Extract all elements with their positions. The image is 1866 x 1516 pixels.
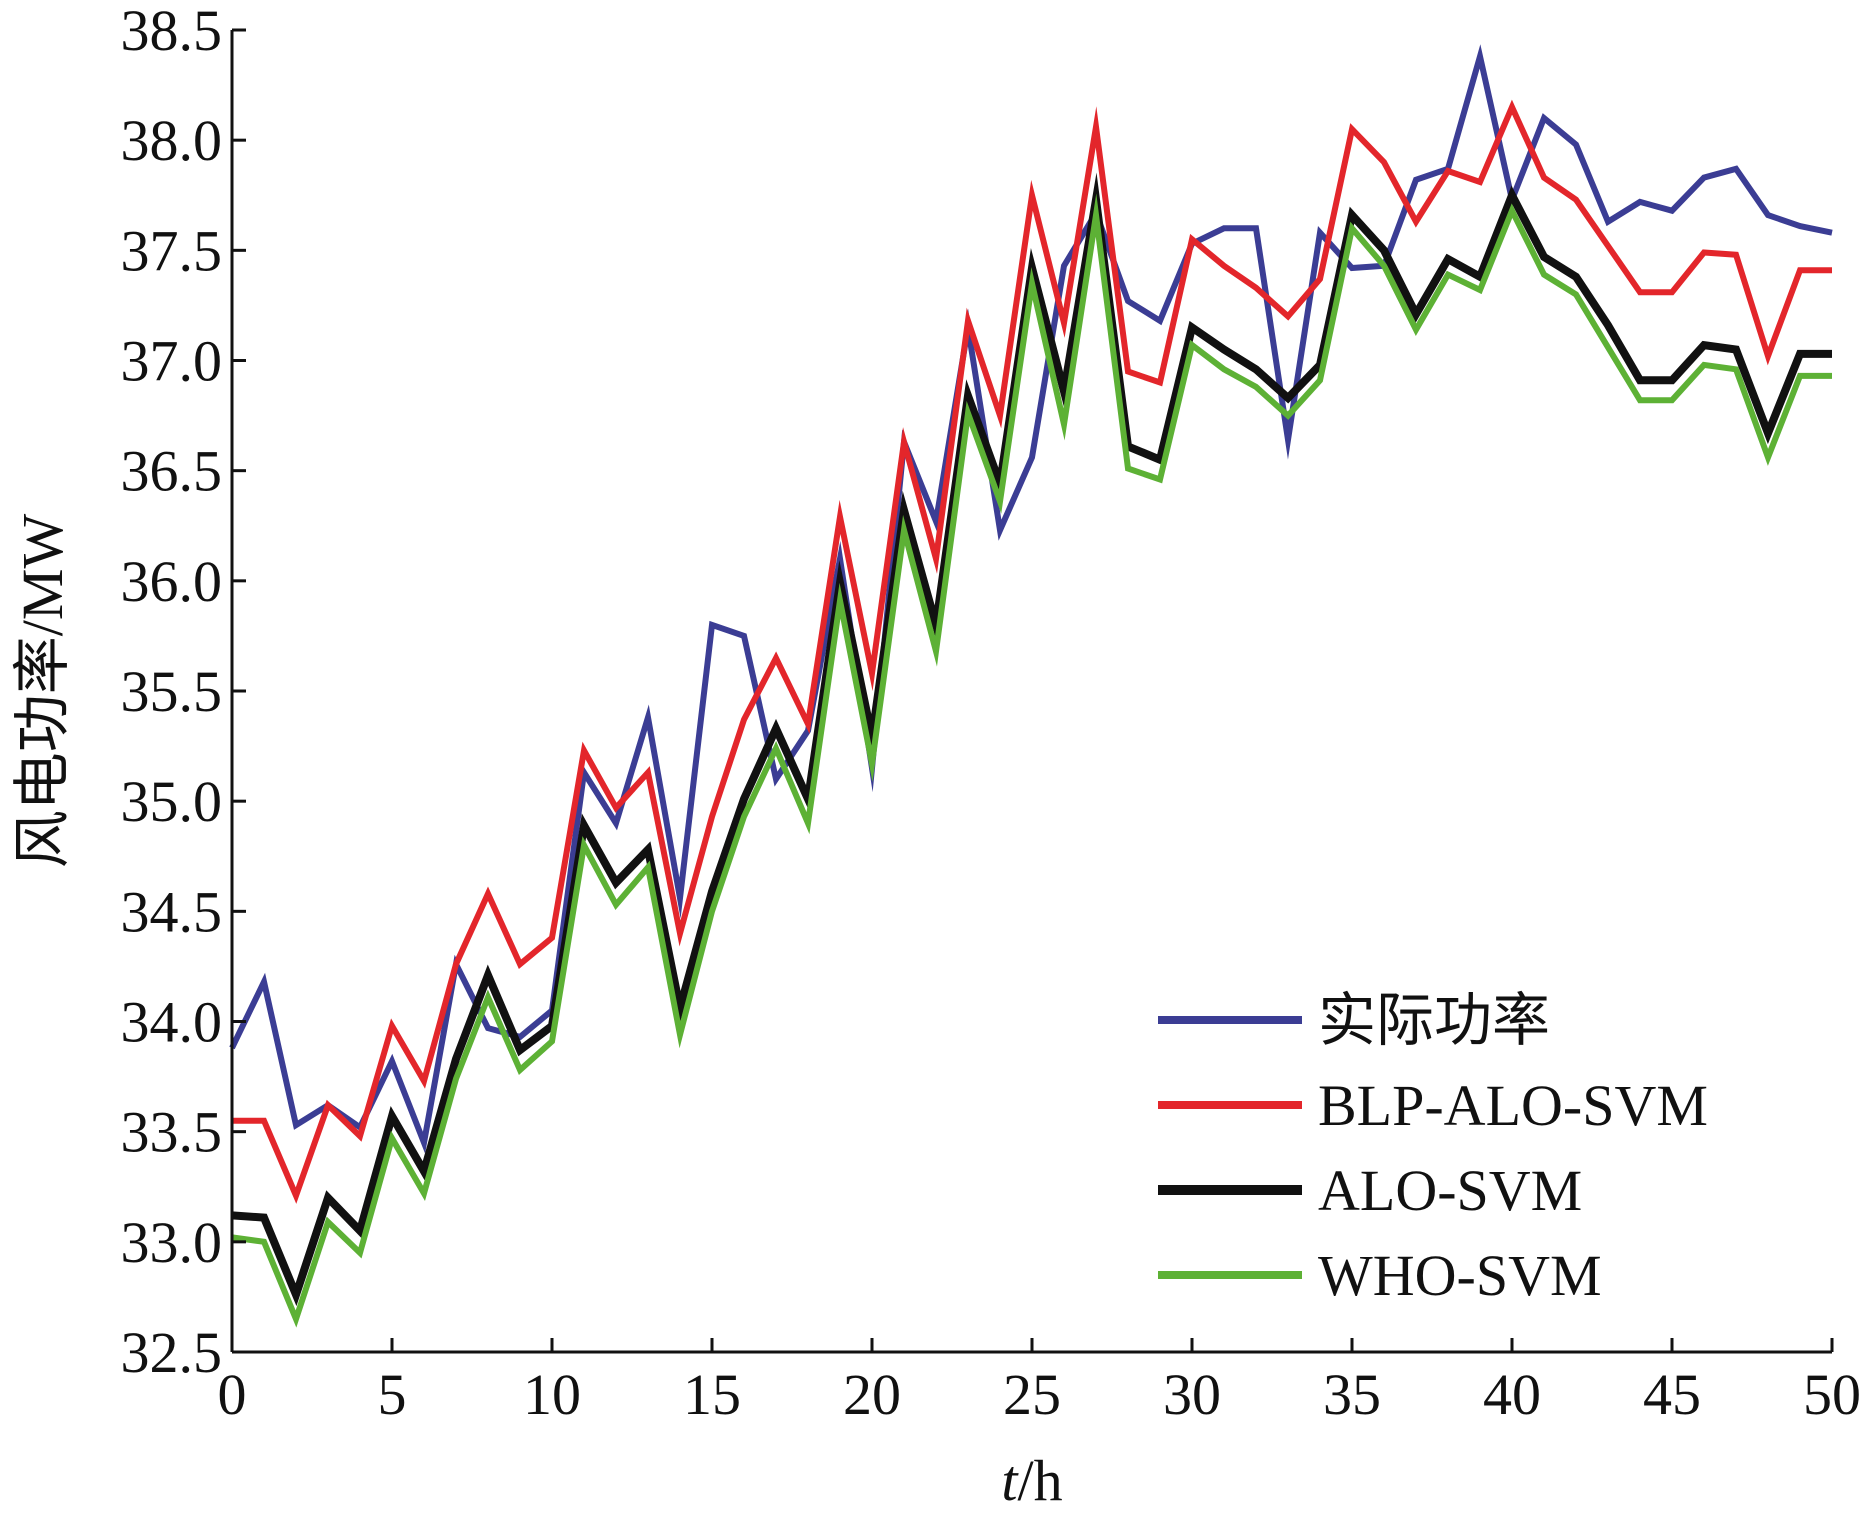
y-tick-label: 32.5: [121, 1320, 223, 1385]
x-tick-label: 10: [523, 1362, 581, 1427]
y-tick-label: 35.5: [121, 659, 223, 724]
series-line-2: [232, 99, 1832, 1204]
series-line-4: [231, 193, 1832, 1328]
series-line-3: [231, 172, 1832, 1307]
series-line-1: [229, 44, 1833, 1154]
x-tick-label: 0: [218, 1362, 247, 1427]
y-tick-label: 37.0: [121, 329, 223, 394]
y-tick-label: 34.5: [121, 879, 223, 944]
legend-label: 实际功率: [1318, 988, 1550, 1053]
x-tick-label: 35: [1323, 1362, 1381, 1427]
axes-layer: [230, 30, 1832, 1354]
x-tick-label: 20: [843, 1362, 901, 1427]
x-tick-label: 15: [683, 1362, 741, 1427]
x-axis-label-unit: /h: [1018, 1448, 1063, 1513]
ticks-layer: 0 5 10 15 20 25 30 35 40 45 50 32.5 33.0 33.5 34.0 34.5…: [121, 0, 1862, 1427]
x-axis-label: t/h: [1001, 1448, 1062, 1513]
x-tick-label: 30: [1163, 1362, 1221, 1427]
legend-label: WHO-SVM: [1318, 1243, 1602, 1308]
y-axis-label: 风电功率/MW: [10, 514, 75, 869]
legend-label: BLP-ALO-SVM: [1318, 1073, 1708, 1138]
y-tick-label: 38.5: [121, 0, 223, 63]
x-tick-label: 40: [1483, 1362, 1541, 1427]
y-tick-label: 34.0: [121, 990, 223, 1055]
x-tick-label: 45: [1643, 1362, 1701, 1427]
y-tick-label: 33.5: [121, 1100, 223, 1165]
y-tick-label: 33.0: [121, 1210, 223, 1275]
x-tick-label: 25: [1003, 1362, 1061, 1427]
y-tick-label: 36.0: [121, 549, 223, 614]
x-tick-label: 50: [1803, 1362, 1861, 1427]
y-tick-label: 37.5: [121, 218, 223, 283]
legend-label: ALO-SVM: [1318, 1158, 1582, 1223]
series-layer: [229, 44, 1833, 1328]
legend: 实际功率 BLP-ALO-SVM ALO-SVM WHO-SVM: [1158, 988, 1708, 1308]
y-tick-label: 36.5: [121, 439, 223, 504]
y-tick-label: 35.0: [121, 769, 223, 834]
y-tick-label: 38.0: [121, 108, 223, 173]
x-tick-label: 5: [378, 1362, 407, 1427]
x-axis-label-variable: t: [1001, 1448, 1019, 1513]
